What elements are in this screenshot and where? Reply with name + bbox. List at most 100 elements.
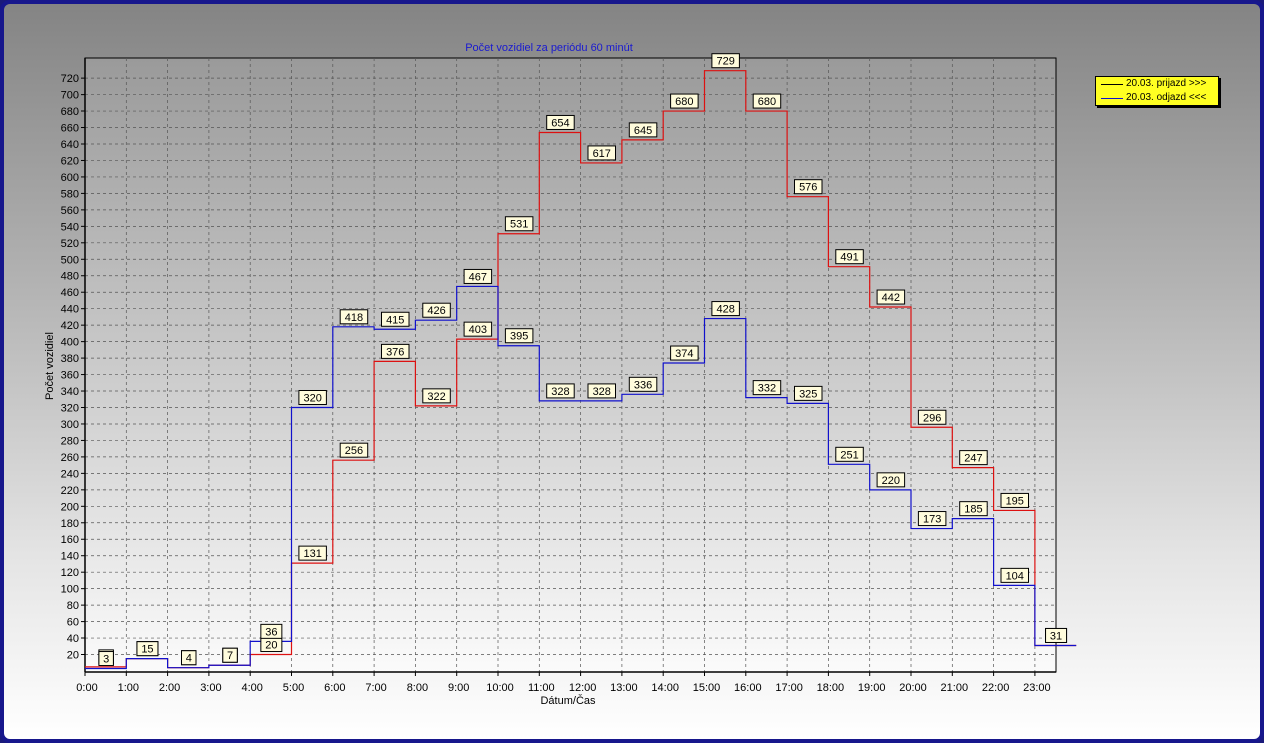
data-label: 645 (628, 122, 658, 138)
x-tick-label: 18:00 (817, 682, 845, 694)
data-label: 173 (917, 511, 947, 527)
legend-item-prijazd: 20.03. prijazd >>> (1096, 77, 1218, 91)
data-label-box (959, 450, 988, 466)
data-label: 336 (628, 376, 658, 392)
y-tick-label: 680 (61, 106, 79, 118)
data-label: 328 (546, 383, 575, 399)
x-tick-label: 19:00 (858, 682, 886, 694)
y-tick-label: 140 (61, 551, 79, 563)
y-tick-label: 320 (61, 402, 79, 414)
data-label-box (711, 53, 740, 69)
data-label: 418 (339, 309, 369, 325)
data-label: 654 (546, 114, 575, 130)
plot-area: 2040608010012014016018020022024026028030… (61, 53, 1077, 694)
data-label-text: 325 (799, 388, 817, 400)
y-axis-title: Počet vozidiel (44, 332, 56, 400)
data-label-text: 617 (593, 148, 611, 160)
data-label: 680 (670, 93, 699, 109)
data-label-text: 729 (716, 56, 734, 68)
y-tick-label: 40 (67, 633, 79, 645)
y-tick-label: 520 (61, 238, 79, 250)
data-label-text: 15 (141, 644, 153, 656)
chart-title: Počet vozidiel za periódu 60 minút (465, 42, 633, 54)
data-label-box (339, 309, 369, 325)
y-tick-label: 80 (67, 600, 79, 612)
data-label-box (752, 93, 782, 109)
data-label-text: 467 (469, 271, 487, 283)
y-tick-label: 440 (61, 304, 79, 316)
data-label-box (422, 388, 451, 404)
data-label: 251 (835, 446, 864, 462)
data-label-box (463, 268, 493, 284)
data-label: 36 (260, 623, 283, 639)
data-label-text: 576 (799, 182, 817, 194)
y-tick-label: 240 (61, 468, 79, 480)
x-tick-label: 14:00 (651, 682, 679, 694)
y-tick-label: 420 (61, 320, 79, 332)
data-label-box (298, 545, 327, 561)
data-label-box (711, 301, 740, 317)
data-label-text: 645 (634, 125, 652, 137)
data-label-box (222, 647, 238, 663)
y-tick-label: 560 (61, 205, 79, 217)
y-tick-label: 260 (61, 452, 79, 464)
y-tick-label: 280 (61, 435, 79, 447)
legend-label-odjazd: 20.03. odjazd <<< (1126, 92, 1207, 103)
data-label: 220 (876, 472, 906, 488)
data-label-text: 418 (345, 312, 363, 324)
legend-swatch-odjazd (1101, 98, 1123, 99)
data-label: 442 (876, 289, 906, 305)
data-label-box (504, 216, 534, 232)
data-label: 131 (298, 545, 327, 561)
data-label-text: 31 (1050, 630, 1062, 642)
data-label-text: 374 (675, 348, 693, 360)
data-label-box (587, 145, 616, 161)
data-label: 328 (587, 383, 616, 399)
data-label-box (835, 249, 864, 265)
data-label-text: 4 (186, 653, 192, 665)
x-tick-label: 5:00 (283, 682, 304, 694)
data-label: 4 (181, 650, 197, 666)
data-label-text: 491 (840, 252, 858, 264)
y-tick-label: 540 (61, 221, 79, 233)
x-tick-label: 17:00 (775, 682, 803, 694)
data-label: 374 (670, 345, 699, 361)
x-tick-label: 15:00 (693, 682, 721, 694)
y-tick-label: 160 (61, 534, 79, 546)
data-label-box (917, 511, 947, 527)
y-tick-label: 500 (61, 254, 79, 266)
data-label-box (1045, 627, 1068, 643)
data-label: 247 (959, 450, 988, 466)
data-label-text: 220 (882, 475, 900, 487)
x-tick-label: 7:00 (365, 682, 386, 694)
data-label-box (794, 385, 823, 401)
data-label-box (917, 409, 947, 425)
y-tick-label: 660 (61, 123, 79, 135)
data-label-text: 104 (1006, 570, 1024, 582)
data-label: 20 (260, 637, 283, 653)
data-label: 185 (959, 501, 988, 517)
data-label-box (136, 641, 159, 657)
data-label-box (876, 289, 906, 305)
plot-background (84, 57, 1057, 673)
y-tick-label: 600 (61, 172, 79, 184)
data-label-text: 654 (551, 117, 569, 129)
data-label-text: 336 (634, 379, 652, 391)
data-label-text: 36 (265, 626, 277, 638)
x-tick-label: 16:00 (734, 682, 762, 694)
x-tick-label: 22:00 (982, 682, 1010, 694)
x-axis-title: Dátum/Čas (540, 694, 596, 707)
data-label-box (794, 179, 823, 195)
data-label: 403 (463, 321, 493, 337)
data-label: 531 (504, 216, 534, 232)
data-label-text: 328 (551, 386, 569, 398)
data-label-text: 7 (227, 650, 233, 662)
x-tick-label: 11:00 (528, 682, 555, 694)
y-tick-label: 200 (61, 501, 79, 513)
x-tick-label: 10:00 (486, 682, 514, 694)
data-label-box (463, 321, 493, 337)
data-label: 376 (381, 343, 410, 359)
data-label: 729 (711, 53, 740, 69)
x-tick-label: 3:00 (200, 682, 221, 694)
data-label-text: 328 (593, 386, 611, 398)
